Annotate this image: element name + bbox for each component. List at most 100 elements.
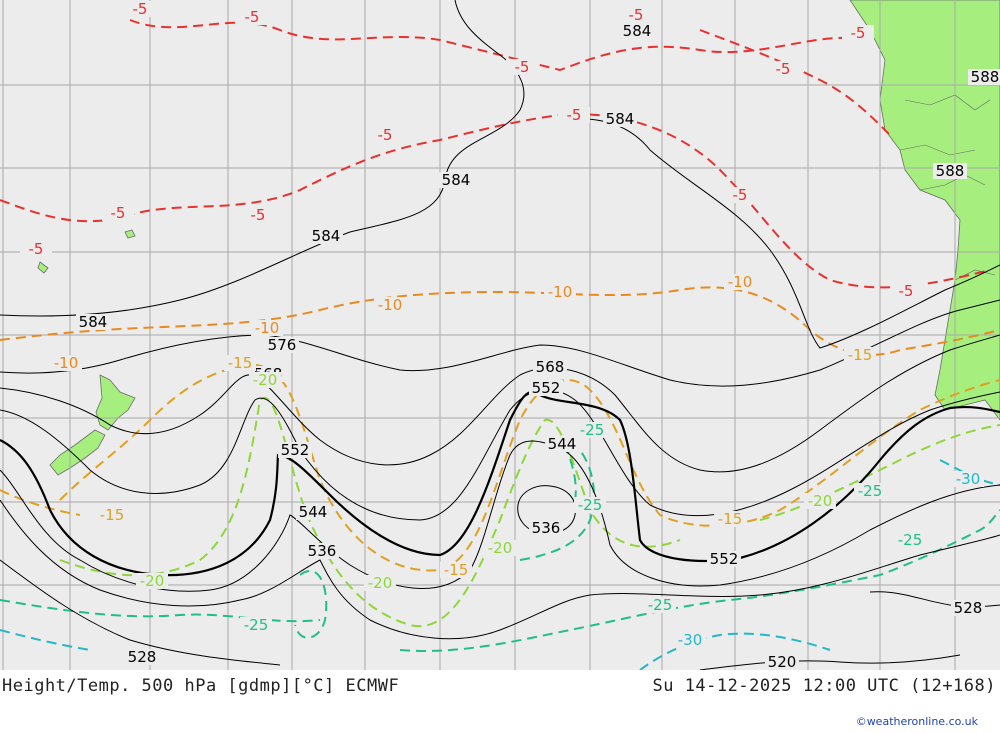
label-halo bbox=[951, 600, 985, 616]
temperature-label: -5 bbox=[629, 6, 644, 24]
temperature-label: -10 bbox=[548, 283, 573, 301]
temperature-labels: -5 -5 -5-5-5-5-5-5 -5-5-5-5-5-10-10-10-10-1… bbox=[20, 0, 984, 649]
contour-536 bbox=[0, 499, 1000, 640]
temperature-label: -20 bbox=[253, 371, 278, 389]
height-contour-label: 576 bbox=[268, 336, 297, 354]
height-contour-label: 536 bbox=[532, 519, 561, 537]
label-halo bbox=[576, 422, 608, 438]
label-halo bbox=[574, 497, 606, 513]
temperature-label: -10 bbox=[728, 273, 753, 291]
temperature-label: -20 bbox=[808, 492, 833, 510]
label-halo bbox=[894, 532, 926, 548]
label-halo bbox=[309, 228, 343, 244]
temperature-label: -10 bbox=[54, 354, 79, 372]
label-halo bbox=[724, 187, 756, 203]
label-halo bbox=[278, 442, 312, 458]
label-halo bbox=[767, 61, 799, 77]
label-halo bbox=[545, 436, 579, 452]
label-halo bbox=[20, 241, 52, 257]
temperature-label: -5 bbox=[251, 206, 266, 224]
temperature-label: -25 bbox=[898, 531, 923, 549]
label-halo bbox=[484, 540, 516, 556]
pacific-island bbox=[124, 229, 136, 239]
isotherms-minus25 bbox=[0, 438, 1000, 652]
label-halo bbox=[842, 25, 874, 41]
temperature-label: -25 bbox=[648, 596, 673, 614]
label-halo bbox=[136, 573, 168, 589]
label-halo bbox=[544, 284, 576, 300]
contour-584-east bbox=[559, 118, 1000, 349]
label-halo bbox=[242, 207, 274, 223]
temperature-label: -5 bbox=[515, 58, 530, 76]
label-halo bbox=[296, 504, 330, 520]
label-halo bbox=[249, 372, 281, 388]
temperature-label: -5 bbox=[29, 240, 44, 258]
height-contour-label: 584 bbox=[312, 227, 341, 245]
label-halo bbox=[124, 1, 156, 17]
height-contour-label: 568 bbox=[536, 358, 565, 376]
label-halo bbox=[374, 297, 406, 313]
label-halo bbox=[506, 59, 538, 75]
land bbox=[37, 0, 1000, 476]
label-halo bbox=[529, 380, 563, 396]
label-halo bbox=[968, 69, 1000, 85]
contour-560 bbox=[0, 389, 1000, 521]
new-zealand-south-island bbox=[49, 429, 106, 476]
height-contour-label: 588 bbox=[971, 68, 1000, 86]
temperature-label: -5 bbox=[733, 186, 748, 204]
label-halo bbox=[251, 320, 283, 336]
temperature-label: -5 bbox=[776, 60, 791, 78]
temperature-label: -5 bbox=[133, 0, 148, 18]
temperature-label: -20 bbox=[140, 572, 165, 590]
height-contour-label: 584 bbox=[79, 313, 108, 331]
contour-520 bbox=[699, 654, 961, 670]
height-contours bbox=[0, 0, 1000, 670]
site-credit[interactable]: ©weatheronline.co.uk bbox=[855, 715, 978, 728]
temperature-label: -25 bbox=[580, 421, 605, 439]
label-halo bbox=[96, 507, 128, 523]
height-contour-label: 536 bbox=[308, 542, 337, 560]
temperature-label: -15 bbox=[848, 346, 873, 364]
label-halo bbox=[603, 111, 637, 127]
label-halo bbox=[364, 575, 396, 591]
temperature-label: -25 bbox=[578, 496, 603, 514]
height-contour-label: 544 bbox=[299, 503, 328, 521]
height-contour-label: 584 bbox=[442, 171, 471, 189]
chart-title: Height/Temp. 500 hPa [gdmp][°C] ECMWF bbox=[2, 676, 400, 696]
valid-time: Su 14-12-2025 12:00 UTC (12+168) bbox=[652, 676, 996, 696]
label-halo bbox=[265, 337, 299, 353]
label-halo bbox=[844, 347, 876, 363]
temperature-label: -10 bbox=[255, 319, 280, 337]
label-halo bbox=[240, 617, 272, 633]
label-halo bbox=[224, 355, 256, 371]
label-halo bbox=[439, 172, 473, 188]
height-contour-label: 552 bbox=[710, 550, 739, 568]
label-halo bbox=[533, 359, 567, 375]
contour-576 bbox=[0, 299, 1000, 387]
temperature-label: -15 bbox=[100, 506, 125, 524]
height-contour-label: 584 bbox=[606, 110, 635, 128]
label-halo bbox=[102, 205, 134, 221]
label-halo bbox=[125, 649, 159, 665]
map: 60E170E180170W160W150W140W130W120W110W10… bbox=[0, 0, 1000, 670]
height-contour-label: 520 bbox=[768, 653, 797, 670]
temperature-label: -15 bbox=[718, 510, 743, 528]
label-halo bbox=[765, 654, 799, 670]
label-halo bbox=[804, 493, 836, 509]
isotherms-minus20 bbox=[59, 396, 1000, 628]
temperature-label: -5 bbox=[378, 126, 393, 144]
contour-568 bbox=[0, 334, 1000, 473]
temperature-label: -25 bbox=[858, 482, 883, 500]
temperature-label: -25 bbox=[244, 616, 269, 634]
temperature-label: -30 bbox=[956, 470, 981, 488]
temperature-label: -5 bbox=[111, 204, 126, 222]
label-halo bbox=[890, 283, 922, 299]
contour-528 bbox=[0, 559, 281, 666]
label-halo bbox=[707, 551, 741, 567]
label-halo bbox=[50, 355, 82, 371]
height-contour-label: 544 bbox=[548, 435, 577, 453]
label-halo bbox=[854, 483, 886, 499]
label-halo bbox=[369, 127, 401, 143]
label-halo bbox=[620, 7, 652, 23]
